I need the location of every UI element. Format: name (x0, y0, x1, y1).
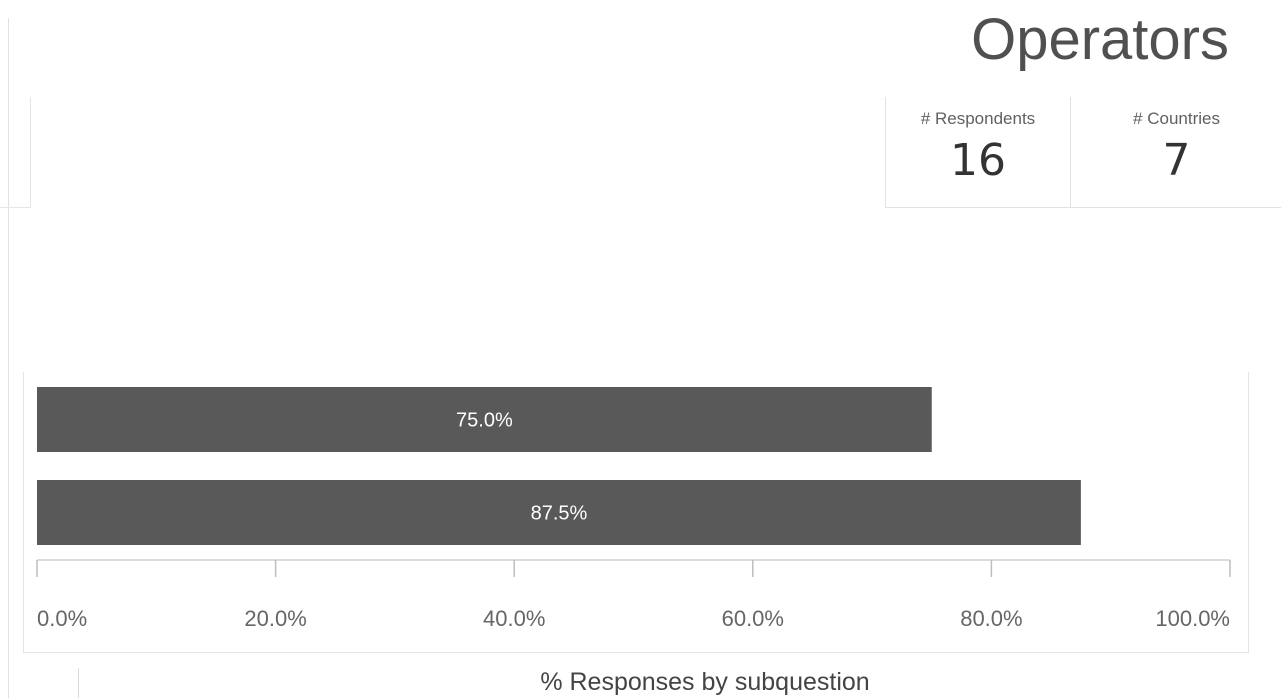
chart-frame: 12.5%6.3%6.3%75.0%6.3%6.3%87.5%0.0%20.0%… (23, 372, 1249, 653)
left-divider (8, 18, 9, 698)
kpi-respondents-label: # Respondents (920, 109, 1036, 128)
bar-segment-r1-s2 (37, 480, 1081, 545)
kpi-respondents: # Respondents 16 (885, 97, 1070, 208)
bottom-divider (78, 668, 79, 698)
x-tick-label-1: 20.0% (244, 606, 306, 631)
stacked-bar-chart: 12.5%6.3%6.3%75.0%6.3%6.3%87.5%0.0%20.0%… (36, 387, 1231, 631)
kpi-respondents-value: 16 (950, 135, 1006, 186)
bar-segment-r0-s3 (37, 387, 932, 452)
x-tick-label-4: 80.0% (960, 606, 1022, 631)
left-panel-edge (0, 97, 31, 208)
bar-label-r1-s2: 87.5% (531, 503, 588, 525)
kpi-countries-value: 7 (1162, 135, 1191, 186)
x-tick-label-3: 60.0% (722, 606, 784, 631)
bar-label-r0-s3: 75.0% (456, 410, 513, 432)
x-tick-label-2: 40.0% (483, 606, 545, 631)
x-axis-title: % Responses by subquestion (540, 668, 870, 696)
kpi-countries: # Countries 7 (1070, 97, 1281, 208)
x-tick-label-5: 100.0% (1155, 606, 1230, 631)
kpi-countries-label: # Countries (1133, 109, 1220, 128)
page-title: Operators (971, 7, 1229, 72)
x-tick-label-0: 0.0% (37, 606, 87, 631)
